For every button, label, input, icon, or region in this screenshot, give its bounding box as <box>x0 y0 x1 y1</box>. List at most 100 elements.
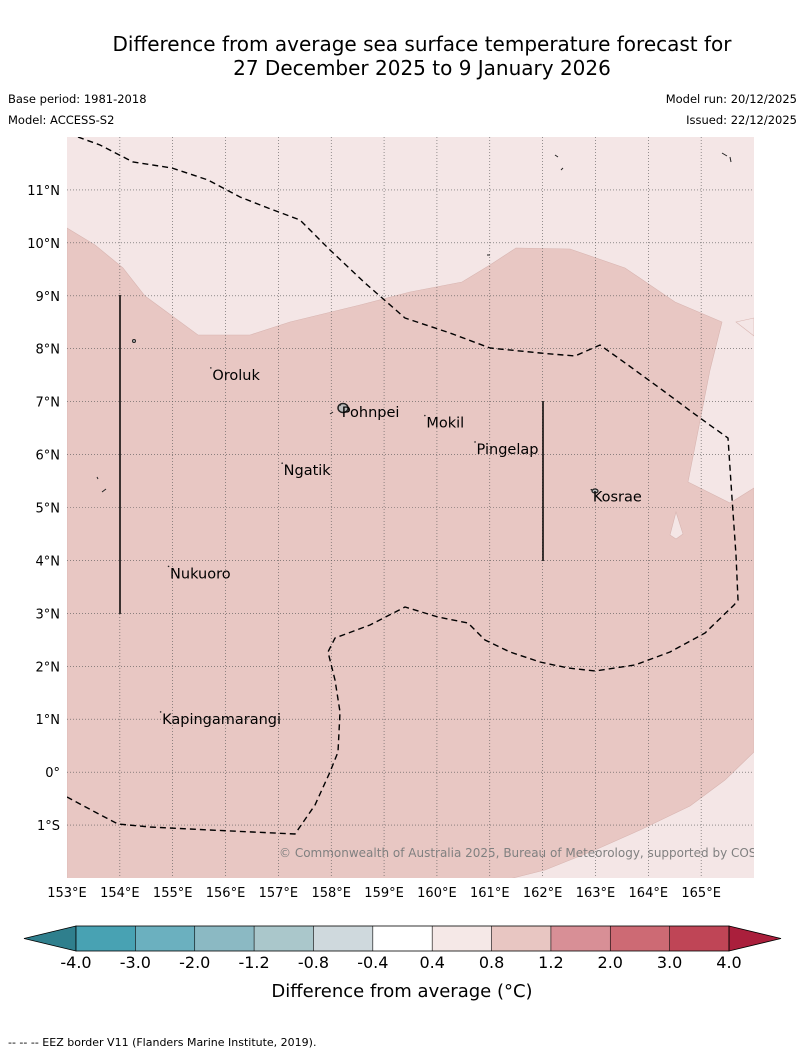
eez-footnote: -- -- -- EEZ border V11 (Flanders Marine… <box>8 1036 317 1049</box>
latitude-label: 8°N <box>36 343 61 358</box>
boundary-lines <box>119 295 544 614</box>
place-marker <box>424 414 426 417</box>
place-label-nukuoro: Nukuoro <box>170 566 231 582</box>
atoll-islet <box>729 156 732 163</box>
latitude-label: 4°N <box>36 554 61 569</box>
place-marker <box>590 488 593 491</box>
colorbar-segment <box>610 926 670 951</box>
copyright-note: © Commonwealth of Australia 2025, Bureau… <box>279 846 784 860</box>
atoll-islet <box>96 476 99 480</box>
longitude-label: 161°E <box>470 886 510 901</box>
latitude-label: 0° <box>45 766 60 781</box>
base-period: Base period: 1981-2018 <box>8 92 147 106</box>
longitude-label: 160°E <box>417 886 457 901</box>
place-label-ngatik: Ngatik <box>284 463 332 479</box>
latitude-label: 1°N <box>36 713 61 728</box>
longitude-label: 156°E <box>206 886 246 901</box>
colorbar-segment <box>491 926 551 951</box>
colorbar-tick-label: -1.2 <box>238 953 269 972</box>
place-labels: Oroluk Pohnpei Mokil Pingelap Ngatik Kosrae Nu… <box>159 367 642 728</box>
atoll-islet <box>329 411 334 415</box>
longitude-label: 162°E <box>523 886 563 901</box>
anomaly-band-0.8-1.2 <box>67 227 754 878</box>
anomaly-band-0.4-0.8-patch <box>735 317 754 337</box>
anomaly-band-0.4-0.8-patch-south <box>669 510 684 540</box>
colorbar: -4.0 -3.0 -2.0 -1.2 -0.8 -0.4 0.4 0.8 1.2 2.0 3.0 4… <box>23 925 782 972</box>
colorbar-title: Difference from average (°C) <box>271 981 532 1002</box>
graticule <box>67 137 754 878</box>
place-label-kapingamarangi: Kapingamarangi <box>162 712 281 728</box>
place-marker <box>167 565 170 568</box>
model-name: Model: ACCESS-S2 <box>8 113 115 127</box>
colorbar-tick-label: -0.4 <box>357 953 388 972</box>
place-label-kosrae: Kosrae <box>593 490 642 506</box>
kosrae-island <box>591 488 599 494</box>
colorbar-frame <box>75 925 730 952</box>
latitude-label: 3°N <box>36 607 61 622</box>
colorbar-tick-label: -3.0 <box>120 953 151 972</box>
title-line-1: Difference from average sea surface temp… <box>112 32 732 56</box>
colorbar-extend-low <box>23 925 77 952</box>
longitude-label: 157°E <box>259 886 299 901</box>
colorbar-tick-label: 0.8 <box>479 953 504 972</box>
title-line-2: 27 December 2025 to 9 January 2026 <box>233 56 611 80</box>
atoll-islet <box>560 167 564 171</box>
atoll-islet <box>101 488 107 493</box>
longitude-label: 158°E <box>311 886 351 901</box>
longitude-label: 154°E <box>100 886 140 901</box>
latitude-label: 5°N <box>36 502 61 517</box>
colorbar-segment <box>76 926 136 951</box>
issued-date: Issued: 22/12/2025 <box>686 113 797 127</box>
place-marker <box>474 441 476 443</box>
latitude-label: 2°N <box>36 660 61 675</box>
eez-border <box>67 137 739 835</box>
latitude-label: 7°N <box>36 396 61 411</box>
latitude-label: 6°N <box>36 449 61 464</box>
colorbar-tick-label: 3.0 <box>657 953 682 972</box>
place-marker <box>159 711 162 713</box>
map-title: Difference from average sea surface temp… <box>40 32 804 80</box>
colorbar-tick-label: 1.2 <box>538 953 563 972</box>
colorbar-segment <box>432 926 492 951</box>
longitude-label: 165°E <box>681 886 721 901</box>
colorbar-extend-high <box>728 925 782 952</box>
place-label-pohnpei: Pohnpei <box>342 405 400 421</box>
latitude-label: 10°N <box>27 237 60 252</box>
colorbar-segment <box>254 926 314 951</box>
map-plot-area: Oroluk Pohnpei Mokil Pingelap Ngatik Kosrae Nu… <box>67 137 784 878</box>
place-marker <box>210 367 212 369</box>
colorbar-segment <box>135 926 195 951</box>
place-label-mokil: Mokil <box>426 416 464 432</box>
colorbar-tick-label: -2.0 <box>179 953 210 972</box>
islands <box>96 152 732 494</box>
colorbar-tick-label: 0.4 <box>419 953 444 972</box>
pohnpei-island <box>337 402 349 414</box>
colorbar-segment <box>669 926 729 951</box>
latitude-label: 9°N <box>36 290 61 305</box>
longitude-labels: 153°E 154°E 155°E 156°E 157°E 158°E 159°E 160°E… <box>47 886 721 901</box>
place-label-oroluk: Oroluk <box>212 368 260 384</box>
place-label-pingelap: Pingelap <box>477 442 539 458</box>
place-marker <box>339 404 342 406</box>
place-marker <box>281 462 283 464</box>
atoll-islet <box>554 154 559 158</box>
colorbar-tick-label: 4.0 <box>716 953 741 972</box>
longitude-label: 164°E <box>629 886 669 901</box>
colorbar-tick-label: -4.0 <box>60 953 91 972</box>
latitude-label: 1°S <box>37 819 60 834</box>
latitude-labels: 11°N 10°N 9°N 8°N 7°N 6°N 5°N 4°N 3°N 2°N 1°N 0° 1°S <box>27 184 60 834</box>
longitude-label: 159°E <box>364 886 404 901</box>
longitude-label: 163°E <box>576 886 616 901</box>
colorbar-tick-label: 2.0 <box>598 953 623 972</box>
atoll-islet <box>132 339 136 343</box>
model-run: Model run: 20/12/2025 <box>665 92 797 106</box>
colorbar-segment <box>372 926 433 951</box>
atoll-islet <box>721 152 728 157</box>
colorbar-tick-label: -0.8 <box>298 953 329 972</box>
colorbar-segment <box>194 926 255 951</box>
sst-anomaly-map: Oroluk Pohnpei Mokil Pingelap Ngatik Kosrae Nu… <box>23 137 784 1002</box>
colorbar-segment <box>550 926 611 951</box>
longitude-label: 153°E <box>47 886 87 901</box>
longitude-label: 155°E <box>153 886 193 901</box>
colorbar-segment <box>313 926 373 951</box>
